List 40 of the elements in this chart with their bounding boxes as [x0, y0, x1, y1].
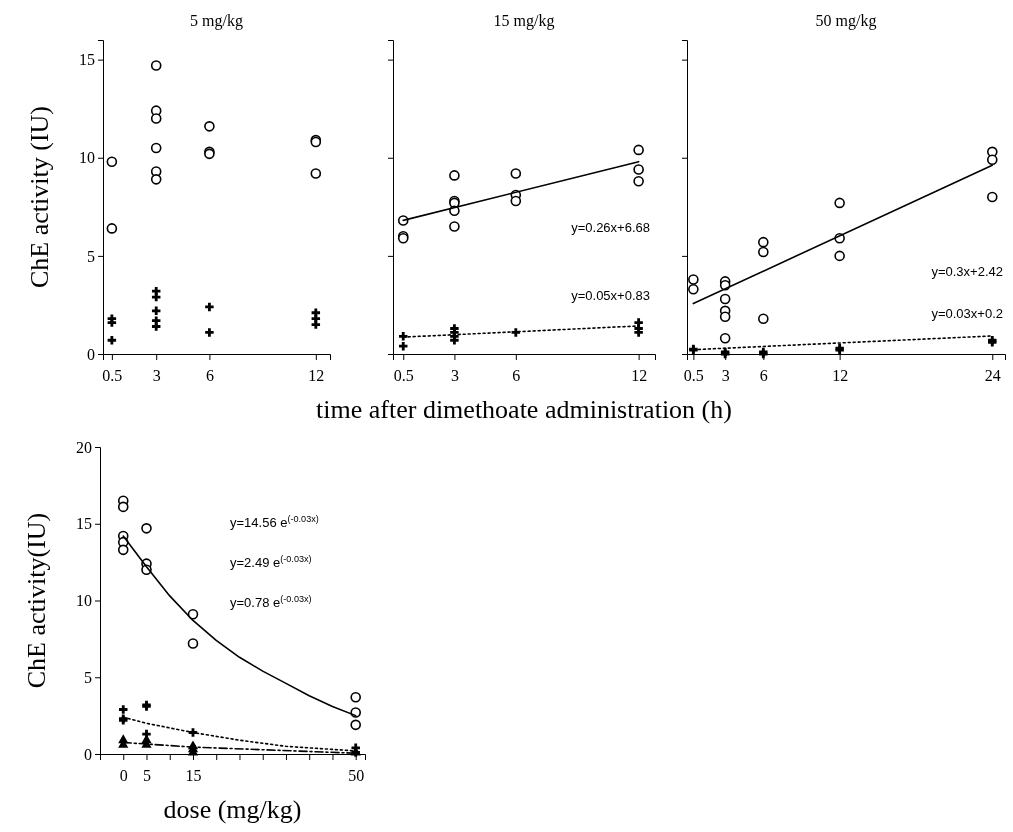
y-tick-label: 0 [84, 745, 92, 763]
y-tick-label: 15 [76, 515, 92, 533]
chart-title: 15 mg/kg [493, 12, 555, 30]
x-axis-title: time after dimethoate administration (h) [316, 395, 732, 424]
x-tick-label: 3 [450, 366, 459, 384]
chart-title: 50 mg/kg [815, 12, 877, 30]
y-axis-title: ChE activity (IU) [25, 106, 54, 288]
x-tick-label: 6 [205, 366, 214, 384]
x-tick-label: 50 [348, 766, 365, 784]
x-tick-label: 3 [721, 366, 730, 384]
annotation: y=0.03x+0.2 [931, 306, 1003, 321]
chart-title: 5 mg/kg [190, 12, 243, 30]
y-tick-label: 10 [76, 592, 92, 610]
annotation: y=0.3x+2.42 [931, 264, 1003, 279]
x-tick-label: 12 [308, 366, 325, 384]
x-tick-label: 0.5 [393, 366, 414, 384]
y-axis-title: ChE activity(IU) [22, 512, 51, 689]
x-tick-label: 3 [152, 366, 161, 384]
annotation: y=0.78 e$^{(-0.03x)}$ [230, 594, 312, 610]
x-tick-label: 0 [119, 766, 128, 784]
annotation: y=2.49 e$^{(-0.03x)}$ [230, 554, 312, 570]
y-tick-label: 10 [79, 149, 95, 167]
y-tick-label: 15 [79, 51, 95, 69]
x-tick-label: 15 [185, 766, 202, 784]
x-tick-label: 12 [631, 366, 648, 384]
annotation: y=0.05x+0.83 [571, 288, 650, 303]
annotation: y=0.26x+6.68 [571, 220, 650, 235]
y-tick-label: 5 [87, 247, 95, 265]
y-tick-label: 20 [76, 438, 92, 456]
x-tick-label: 0.5 [683, 366, 704, 384]
x-tick-label: 0.5 [102, 366, 123, 384]
x-tick-label: 6 [512, 366, 521, 384]
x-tick-label: 24 [984, 366, 1001, 384]
y-tick-label: 5 [84, 668, 92, 686]
x-tick-label: 12 [832, 366, 849, 384]
y-tick-label: 0 [87, 345, 95, 363]
x-axis-title: dose (mg/kg) [163, 795, 302, 824]
x-tick-label: 5 [142, 766, 151, 784]
x-tick-label: 6 [759, 366, 768, 384]
annotation: y=14.56 e$^{(-0.03x)}$ [230, 514, 319, 530]
